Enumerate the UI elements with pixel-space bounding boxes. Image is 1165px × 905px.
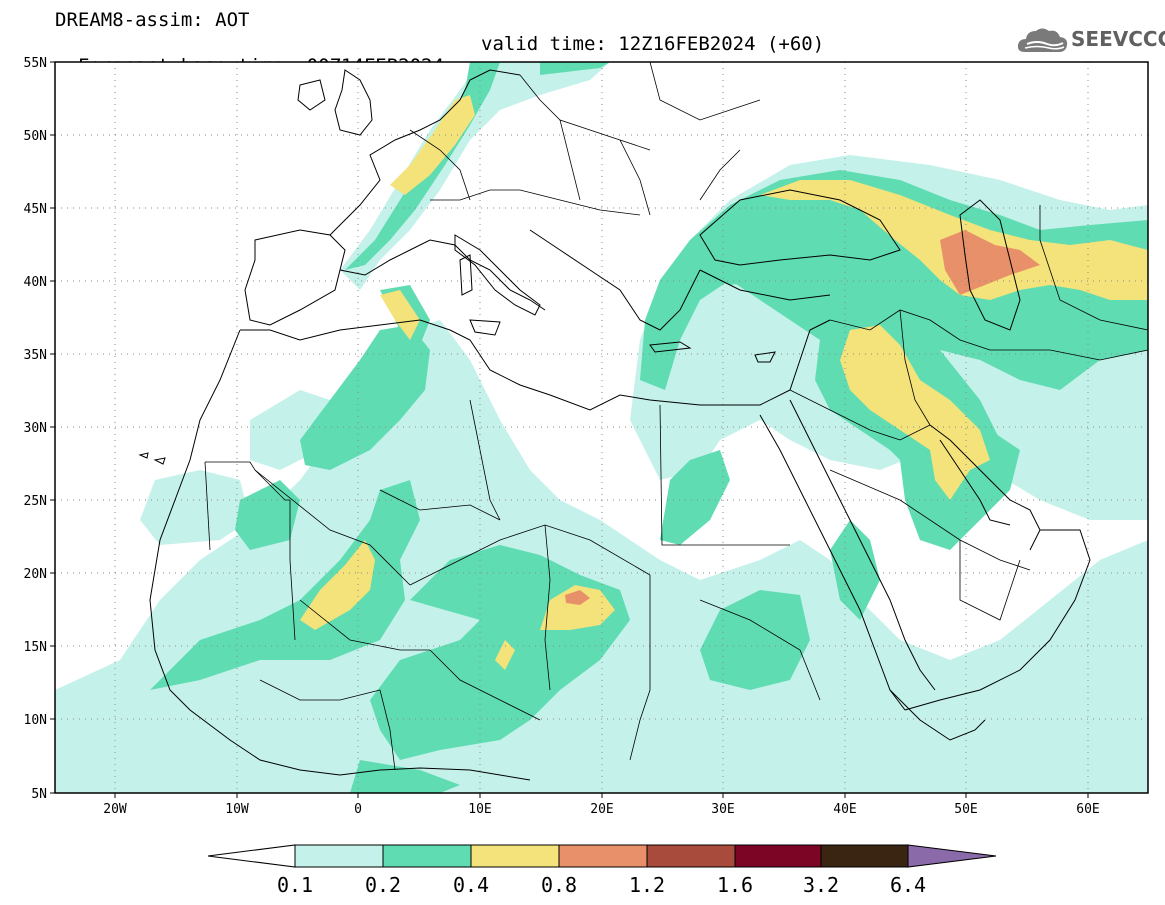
colorbar-over-arrow [907, 844, 997, 868]
colorbar-swatch-6 [734, 844, 822, 868]
lon-label: 20W [103, 802, 127, 817]
lon-label: 10W [225, 802, 249, 817]
lon-label: 20E [590, 802, 613, 817]
map-title: DREAM8-assim: AOT [55, 9, 250, 31]
logo-text: SEEVCCC [1071, 27, 1165, 51]
lat-label: 35N [24, 348, 47, 363]
lat-label: 25N [24, 494, 47, 509]
colorbar-label: 1.2 [629, 873, 665, 897]
cloud-icon [1017, 28, 1068, 52]
lat-label: 55N [24, 56, 47, 71]
lon-label: 60E [1076, 802, 1099, 817]
colorbar-label: 0.1 [277, 873, 313, 897]
lat-label: 20N [24, 567, 47, 582]
colorbar-label: 0.4 [453, 873, 489, 897]
colorbar-swatch-2 [382, 844, 472, 868]
lon-label: 0 [354, 802, 362, 817]
tick-marks [50, 61, 1089, 798]
lat-label: 30N [24, 421, 47, 436]
lat-label: 40N [24, 275, 47, 290]
colorbar-swatch-3 [470, 844, 560, 868]
valid-time: valid time: 12Z16FEB2024 (+60) [481, 33, 825, 55]
colorbar [207, 844, 997, 868]
aot-level-0.8 [565, 230, 1040, 605]
lon-label: 30E [711, 802, 734, 817]
country-borders [204, 62, 1148, 771]
lat-label: 5N [31, 787, 47, 802]
lon-labels: 20W 10W 0 10E 20E 30E 40E 50E 60E [103, 802, 1099, 817]
colorbar-swatch-5 [646, 844, 736, 868]
colorbar-label: 0.2 [365, 873, 401, 897]
colorbar-label: 6.4 [890, 873, 926, 897]
lat-labels: 55N 50N 45N 40N 35N 30N 25N 20N 15N 10N … [24, 56, 47, 802]
coastlines [138, 69, 1091, 781]
lat-label: 10N [24, 713, 47, 728]
lat-label: 45N [24, 202, 47, 217]
seevccc-logo: SEEVCCC [1017, 24, 1165, 58]
colorbar-label: 3.2 [803, 873, 839, 897]
colorbar-under-arrow [207, 844, 296, 868]
colorbar-swatch-4 [558, 844, 648, 868]
colorbar-swatch-7 [820, 844, 909, 868]
graticule [55, 62, 1148, 793]
lat-label: 50N [24, 129, 47, 144]
lon-label: 50E [954, 802, 977, 817]
colorbar-label: 0.8 [541, 873, 577, 897]
colorbar-labels: 0.1 0.2 0.4 0.8 1.2 1.6 3.2 6.4 [277, 873, 926, 897]
lat-label: 15N [24, 640, 47, 655]
lon-label: 40E [833, 802, 856, 817]
lon-label: 10E [468, 802, 491, 817]
colorbar-swatch-1 [294, 844, 384, 868]
colorbar-label: 1.6 [717, 873, 753, 897]
